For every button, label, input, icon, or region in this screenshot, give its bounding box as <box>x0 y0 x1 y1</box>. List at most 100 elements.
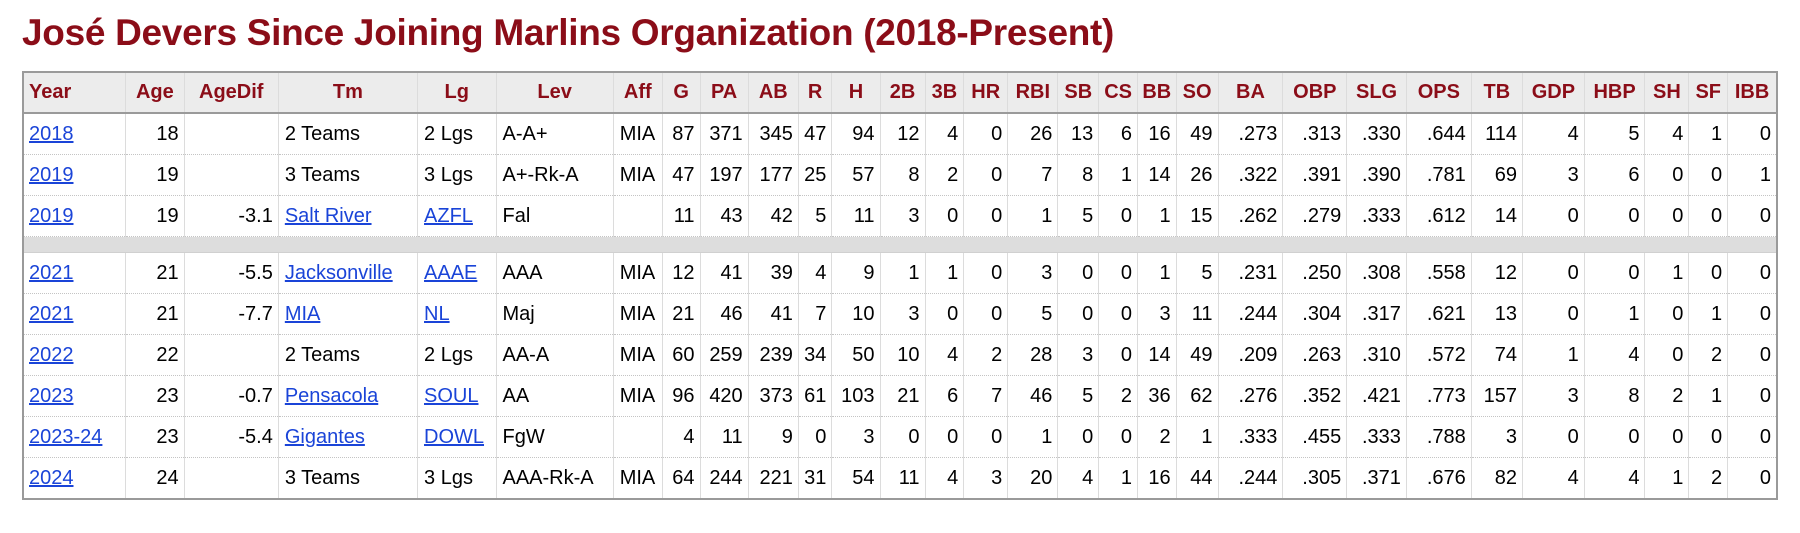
cell-hr: 0 <box>963 195 1008 237</box>
cell-pa: 41 <box>699 252 749 294</box>
cell-lg: SOUL <box>417 375 496 417</box>
cell-link-year[interactable]: 2023 <box>29 384 74 407</box>
cell-ibb: 0 <box>1727 293 1777 335</box>
cell-rbi: 3 <box>1007 252 1058 294</box>
cell-link-year[interactable]: 2019 <box>29 163 74 186</box>
column-header-so[interactable]: SO <box>1175 72 1219 114</box>
cell-h: 94 <box>831 113 881 155</box>
cell-tm: 2 Teams <box>277 113 418 155</box>
cell-link-year[interactable]: 2023-24 <box>29 425 103 448</box>
column-header-hbp[interactable]: HBP <box>1583 72 1645 114</box>
column-header-gdp[interactable]: GDP <box>1522 72 1585 114</box>
cell-gdp: 0 <box>1522 252 1585 294</box>
cell-lg: DOWL <box>417 416 496 458</box>
column-header-age[interactable]: Age <box>125 72 185 114</box>
cell-pa: 259 <box>699 334 749 376</box>
cell-link-lg[interactable]: AAAE <box>424 261 478 284</box>
cell-aff: MIA <box>612 154 663 196</box>
column-header-rbi[interactable]: RBI <box>1007 72 1058 114</box>
column-header-ops[interactable]: OPS <box>1405 72 1472 114</box>
cell-h: 11 <box>831 195 881 237</box>
column-header-pa[interactable]: PA <box>699 72 749 114</box>
cell-sb: 0 <box>1057 293 1099 335</box>
cell-gdp: 4 <box>1522 457 1585 499</box>
cell-link-year[interactable]: 2024 <box>29 466 74 489</box>
column-header-h[interactable]: H <box>831 72 881 114</box>
cell-sb: 13 <box>1057 113 1099 155</box>
cell-agedif: -0.7 <box>183 375 279 417</box>
cell-aff: MIA <box>612 252 663 294</box>
column-header-bb[interactable]: BB <box>1136 72 1177 114</box>
cell-agedif: -5.4 <box>183 416 279 458</box>
cell-rbi: 26 <box>1007 113 1058 155</box>
cell-ab: 42 <box>747 195 799 237</box>
column-header-ab[interactable]: AB <box>747 72 799 114</box>
cell-ibb: 0 <box>1727 113 1777 155</box>
column-header-obp[interactable]: OBP <box>1282 72 1347 114</box>
cell-link-lg[interactable]: NL <box>424 302 450 325</box>
cell-link-year[interactable]: 2022 <box>29 343 74 366</box>
column-header-2b[interactable]: 2B <box>879 72 926 114</box>
cell-agedif <box>183 113 279 155</box>
column-header-slg[interactable]: SLG <box>1346 72 1407 114</box>
column-header-ba[interactable]: BA <box>1217 72 1283 114</box>
cell-link-tm[interactable]: Pensacola <box>284 384 379 407</box>
cell-hbp: 5 <box>1583 113 1645 155</box>
cell-pa: 244 <box>699 457 749 499</box>
cell-tb: 114 <box>1470 113 1523 155</box>
column-header-aff[interactable]: Aff <box>612 72 663 114</box>
column-header-ibb[interactable]: IBB <box>1727 72 1777 114</box>
cell-rbi: 5 <box>1007 293 1058 335</box>
cell-agedif <box>183 457 279 499</box>
column-header-year[interactable]: Year <box>23 72 126 114</box>
cell-lg: 2 Lgs <box>417 334 496 376</box>
cell-cs: 0 <box>1098 293 1138 335</box>
column-header-cs[interactable]: CS <box>1098 72 1138 114</box>
cell-ibb: 0 <box>1727 457 1777 499</box>
column-header-lg[interactable]: Lg <box>417 72 496 114</box>
cell-rbi: 7 <box>1007 154 1058 196</box>
cell-link-year[interactable]: 2018 <box>29 122 74 145</box>
column-header-tm[interactable]: Tm <box>277 72 418 114</box>
cell-link-tm[interactable]: Gigantes <box>284 425 365 448</box>
column-header-hr[interactable]: HR <box>963 72 1008 114</box>
cell-ops: .788 <box>1405 416 1472 458</box>
cell-link-lg[interactable]: DOWL <box>424 425 485 448</box>
cell-hbp: 4 <box>1583 334 1645 376</box>
cell-link-lg[interactable]: SOUL <box>424 384 479 407</box>
cell-obp: .391 <box>1282 154 1347 196</box>
column-header-sb[interactable]: SB <box>1057 72 1099 114</box>
cell-link-lg[interactable]: AZFL <box>424 204 473 227</box>
cell-year: 2019 <box>23 195 126 237</box>
column-header-g[interactable]: G <box>661 72 701 114</box>
column-header-sh[interactable]: SH <box>1644 72 1689 114</box>
cell-so: 49 <box>1175 334 1219 376</box>
cell-3b: 4 <box>924 334 964 376</box>
cell-bb: 36 <box>1136 375 1177 417</box>
cell-link-tm[interactable]: Jacksonville <box>284 261 393 284</box>
cell-h: 54 <box>831 457 881 499</box>
cell-tm: Pensacola <box>277 375 418 417</box>
column-header-lev[interactable]: Lev <box>495 72 614 114</box>
cell-2b: 21 <box>879 375 926 417</box>
cell-link-year[interactable]: 2021 <box>29 261 74 284</box>
cell-bb: 16 <box>1136 113 1177 155</box>
cell-hbp: 0 <box>1583 195 1645 237</box>
cell-hr: 0 <box>963 113 1008 155</box>
column-header-sf[interactable]: SF <box>1688 72 1728 114</box>
column-header-r[interactable]: R <box>797 72 832 114</box>
cell-so: 26 <box>1175 154 1219 196</box>
column-header-3b[interactable]: 3B <box>924 72 964 114</box>
cell-link-year[interactable]: 2019 <box>29 204 74 227</box>
cell-hbp: 4 <box>1583 457 1645 499</box>
cell-tb: 82 <box>1470 457 1523 499</box>
column-header-agedif[interactable]: AgeDif <box>183 72 279 114</box>
column-header-tb[interactable]: TB <box>1470 72 1523 114</box>
cell-agedif <box>183 334 279 376</box>
cell-link-year[interactable]: 2021 <box>29 302 74 325</box>
cell-link-tm[interactable]: Salt River <box>284 204 372 227</box>
table-row: 2019 19 3 Teams 3 Lgs A+-Rk-A MIA 47 197 177 25 57… <box>23 154 1777 196</box>
cell-slg: .390 <box>1346 154 1407 196</box>
cell-age: 19 <box>125 195 185 237</box>
cell-link-tm[interactable]: MIA <box>284 302 321 325</box>
